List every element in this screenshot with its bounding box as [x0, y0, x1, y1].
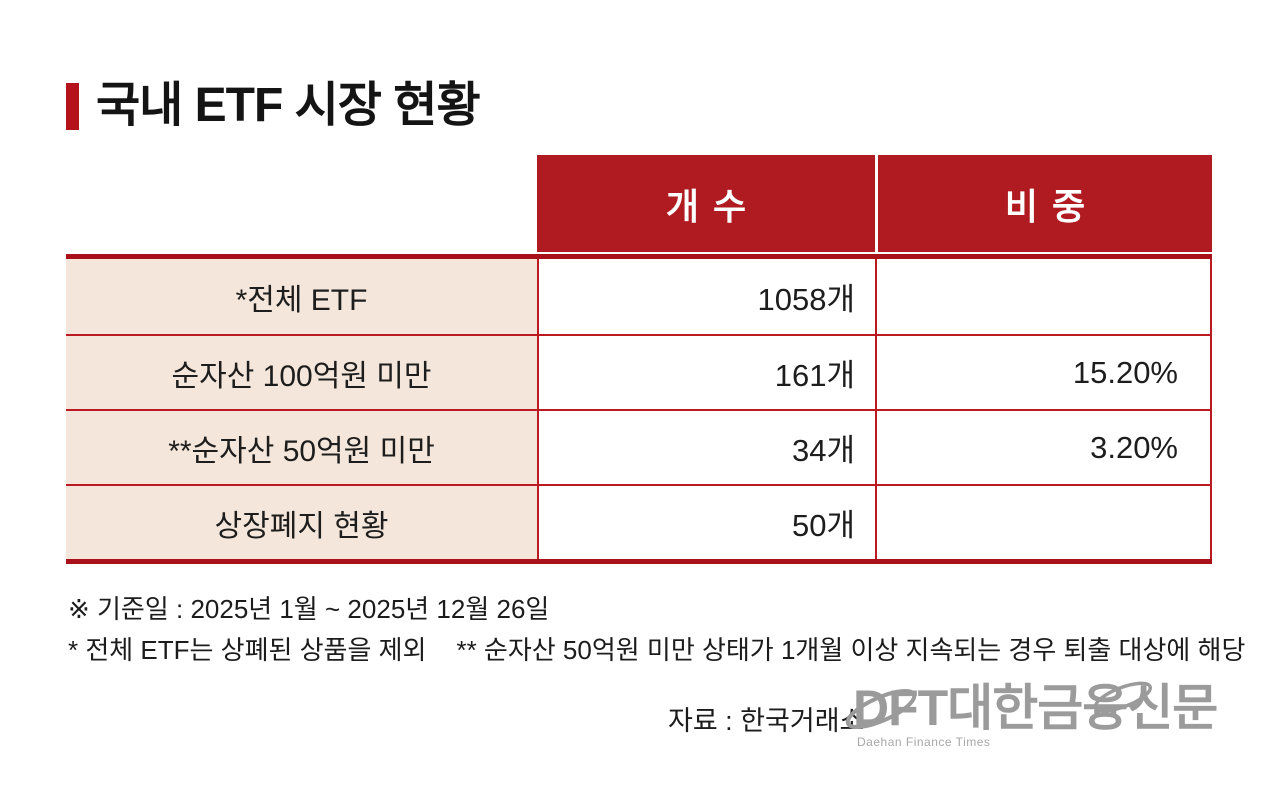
column-header-share: 비중 — [875, 155, 1212, 252]
table-body: *전체 ETF 1058개 순자산 100억원 미만 161개 15.20% *… — [66, 254, 1212, 564]
row-share: 15.20% — [875, 336, 1212, 409]
data-source-label: 자료 : 한국거래소 — [668, 706, 865, 736]
row-count: 34개 — [537, 411, 875, 484]
footnotes: ※ 기준일 : 2025년 1월 ~ 2025년 12월 26일 * 전체 ET… — [68, 589, 1245, 671]
row-share: 3.20% — [875, 411, 1212, 484]
row-share — [875, 259, 1212, 334]
row-label: 상장폐지 현황 — [66, 486, 537, 559]
footnote-definitions: * 전체 ETF는 상폐된 상품을 제외 ** 순자산 50억원 미만 상태가 1… — [68, 630, 1245, 671]
etf-market-table: 개수 비중 *전체 ETF 1058개 순자산 100억원 미만 161개 15… — [66, 155, 1212, 564]
footnote-double-asterisk-note: ** 순자산 50억원 미만 상태가 1개월 이상 지속되는 경우 퇴출 대상에… — [456, 635, 1246, 665]
title-accent-bar — [66, 82, 79, 130]
row-label: 순자산 100억원 미만 — [66, 336, 537, 409]
table-row: 상장폐지 현황 50개 — [66, 484, 1212, 559]
table-row: **순자산 50억원 미만 34개 3.20% — [66, 409, 1212, 484]
row-label: **순자산 50억원 미만 — [66, 411, 537, 484]
publisher-logo-subtext: Daehan Finance Times — [857, 735, 991, 749]
table-row: *전체 ETF 1058개 — [66, 259, 1212, 334]
table-header-row: 개수 비중 — [537, 155, 1212, 252]
footnote-asterisk-note: * 전체 ETF는 상폐된 상품을 제외 — [68, 635, 427, 665]
row-count: 1058개 — [537, 259, 875, 334]
page-title-block: 국내 ETF 시장 현황 — [66, 79, 481, 132]
page-title: 국내 ETF 시장 현황 — [96, 79, 481, 132]
column-header-count: 개수 — [665, 185, 761, 227]
row-count: 161개 — [537, 336, 875, 409]
table-row: 순자산 100억원 미만 161개 15.20% — [66, 334, 1212, 409]
row-count: 50개 — [537, 486, 875, 559]
row-share — [875, 486, 1212, 559]
row-label: *전체 ETF — [66, 259, 537, 334]
publisher-logo-text: DFT대한금융신문 — [853, 680, 1218, 736]
footnote-reference-date: ※ 기준일 : 2025년 1월 ~ 2025년 12월 26일 — [68, 594, 550, 624]
publisher-logo: DFT대한금융신문 Daehan Finance Times — [845, 680, 1233, 758]
